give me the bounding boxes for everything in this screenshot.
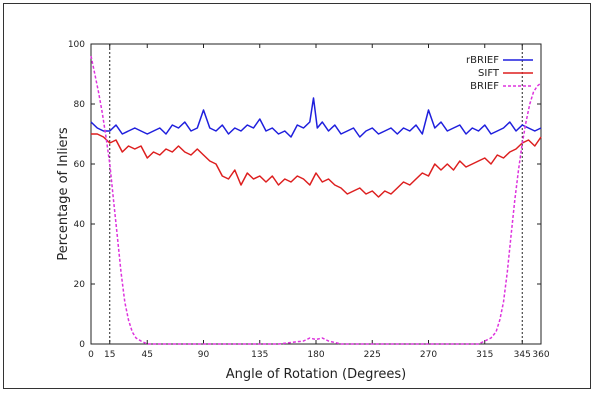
x-tick-label: 135 bbox=[251, 350, 268, 360]
x-tick-label: 0 bbox=[88, 350, 94, 360]
x-tick-label: 315 bbox=[476, 350, 493, 360]
x-tick-label: 345 bbox=[514, 350, 531, 360]
x-tick-label: 180 bbox=[307, 350, 324, 360]
x-axis-label: Angle of Rotation (Degrees) bbox=[226, 367, 407, 382]
x-tick-label: 270 bbox=[420, 350, 437, 360]
series-line-brief bbox=[90, 55, 542, 345]
x-axis-ticks: 0 15 45 90 135 180 225 270 315 345 360 bbox=[88, 44, 550, 360]
y-axis-ticks: 0 20 40 60 80 100 bbox=[68, 40, 541, 350]
y-tick-label: 40 bbox=[74, 220, 86, 230]
x-tick-label: 90 bbox=[198, 350, 210, 360]
series-line-sift bbox=[91, 133, 542, 198]
y-axis-label: Percentage of Inliers bbox=[56, 127, 71, 261]
series-layer bbox=[90, 55, 542, 345]
series-line-rbrief bbox=[90, 97, 542, 138]
x-tick-label: 360 bbox=[532, 350, 549, 360]
x-tick-label: 225 bbox=[364, 350, 381, 360]
figure-frame bbox=[3, 3, 591, 389]
y-tick-label: 20 bbox=[74, 280, 86, 290]
legend-label-sift: SIFT bbox=[478, 68, 500, 79]
legend-label-rbrief: rBRIEF bbox=[466, 55, 499, 66]
legend: rBRIEF SIFT BRIEF bbox=[466, 55, 533, 92]
x-tick-label: 15 bbox=[104, 350, 115, 360]
y-tick-label: 0 bbox=[79, 340, 85, 350]
y-tick-label: 60 bbox=[74, 160, 86, 170]
y-tick-label: 80 bbox=[74, 100, 86, 110]
reference-lines bbox=[109, 44, 523, 344]
y-tick-label: 100 bbox=[68, 40, 85, 50]
legend-label-brief: BRIEF bbox=[470, 81, 499, 92]
x-tick-label: 45 bbox=[142, 350, 153, 360]
